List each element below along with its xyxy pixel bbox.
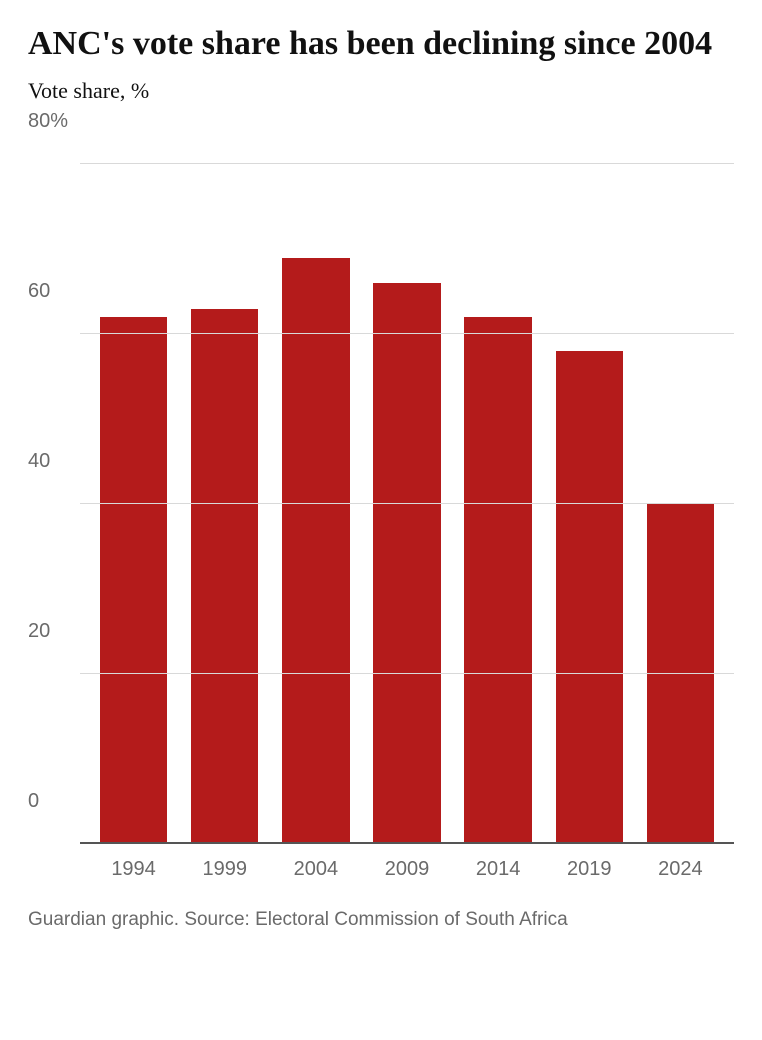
chart-subtitle: Vote share, %: [28, 78, 734, 104]
y-axis-label: 20: [28, 620, 74, 647]
bars-container: [80, 164, 734, 844]
gridline: [80, 503, 734, 504]
bar: [282, 258, 349, 845]
bar-slot: [270, 164, 361, 844]
y-axis-label: 60: [28, 280, 74, 307]
y-axis-label: 40: [28, 450, 74, 477]
bar: [647, 504, 714, 844]
plot-area: 020406080%: [80, 164, 734, 844]
chart-title: ANC's vote share has been declining sinc…: [28, 24, 734, 64]
x-axis-label: 2009: [361, 858, 452, 881]
bar-slot: [361, 164, 452, 844]
gridline: [80, 673, 734, 674]
x-axis-label: 2024: [635, 858, 726, 881]
x-axis-label: 1999: [179, 858, 270, 881]
gridline: [80, 333, 734, 334]
y-axis-label: 0: [28, 790, 74, 817]
x-axis-label: 2014: [453, 858, 544, 881]
bar-slot: [544, 164, 635, 844]
bar: [373, 283, 440, 844]
bar: [464, 317, 531, 844]
source-note: Guardian graphic. Source: Electoral Comm…: [28, 909, 734, 931]
bar: [100, 317, 167, 844]
bar-slot: [635, 164, 726, 844]
x-axis-labels: 1994199920042009201420192024: [80, 844, 734, 881]
bar-slot: [88, 164, 179, 844]
chart-card: ANC's vote share has been declining sinc…: [0, 0, 762, 955]
x-axis-label: 2019: [544, 858, 635, 881]
bar: [556, 351, 623, 844]
bar: [191, 309, 258, 845]
bar-slot: [453, 164, 544, 844]
gridline: [80, 163, 734, 164]
chart: 020406080% 1994199920042009201420192024: [28, 164, 734, 881]
bar-slot: [179, 164, 270, 844]
x-axis-label: 2004: [270, 858, 361, 881]
gridline: [80, 842, 734, 844]
x-axis-label: 1994: [88, 858, 179, 881]
y-axis-label: 80%: [28, 110, 74, 137]
